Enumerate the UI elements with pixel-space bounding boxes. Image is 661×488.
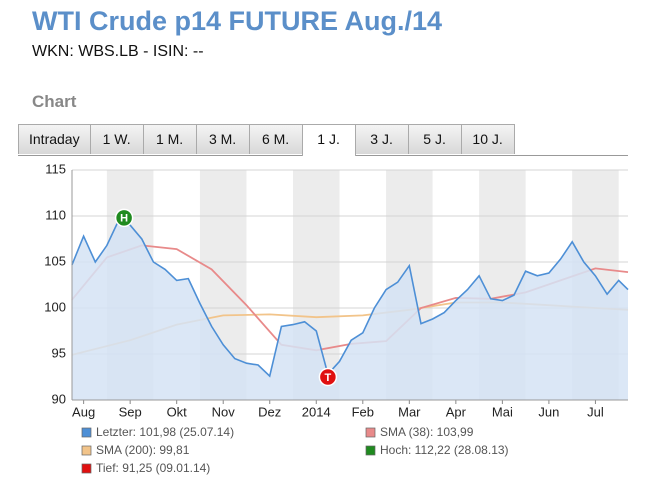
legend-label: Letzter: 101,98 (25.07.14) <box>96 425 234 439</box>
x-tick-label: Apr <box>446 404 467 419</box>
series-line <box>71 219 629 378</box>
x-tick-label: Aug <box>72 404 95 419</box>
range-tab[interactable]: 3 M. <box>195 124 250 154</box>
legend-label: SMA (38): 103,99 <box>380 425 474 439</box>
tab-bar: Intraday 1 W. 1 M. 3 M. 6 M. 1 J. 3 J. 5 J. 10 J… <box>18 124 628 156</box>
y-tick-label: 105 <box>44 253 66 268</box>
x-tick-label: Mar <box>398 404 421 419</box>
legend-swatch <box>81 427 92 438</box>
range-tab[interactable]: 1 J. <box>301 124 356 156</box>
range-tab[interactable]: 3 J. <box>354 124 409 154</box>
range-tab[interactable]: 1 M. <box>142 124 197 154</box>
range-tab[interactable]: 1 W. <box>89 124 144 154</box>
y-tick-label: 110 <box>45 207 66 222</box>
x-tick-label: Jul <box>587 404 604 419</box>
x-tick-label: Nov <box>212 404 236 419</box>
marker-label: H <box>120 213 128 225</box>
series-area <box>72 220 628 400</box>
range-tab[interactable]: Intraday <box>18 124 91 154</box>
marker-label: T <box>325 372 332 384</box>
x-tick-label: Sep <box>119 404 142 419</box>
x-tick-label: Mai <box>492 404 513 419</box>
subtitle: WKN: WBS.LB - ISIN: -- <box>32 43 204 60</box>
section-title: Chart <box>32 92 77 111</box>
range-tab[interactable]: 10 J. <box>460 124 515 154</box>
legend-label: Tief: 91,25 (09.01.14) <box>96 461 210 475</box>
y-tick-label: 90 <box>52 391 66 406</box>
x-tick-label: 2014 <box>302 404 331 419</box>
legend-label: Hoch: 112,22 (28.08.13) <box>380 443 509 457</box>
x-tick-label: Okt <box>167 404 188 419</box>
extreme-marker <box>318 367 338 387</box>
legend-label: SMA (200): 99,81 <box>96 443 190 457</box>
x-tick-label: Dez <box>258 404 281 419</box>
range-tab[interactable]: 5 J. <box>407 124 462 154</box>
chart: 90 95 100 105 110 115 Aug Sep Okt Nov Dez 2014 Feb Ma… <box>44 161 629 475</box>
range-tab[interactable]: 6 M. <box>248 124 303 154</box>
y-tick-label: 100 <box>44 299 66 314</box>
x-tick-label: Feb <box>352 404 374 419</box>
legend-swatch <box>365 445 376 456</box>
x-tick-label: Jun <box>538 404 559 419</box>
extreme-marker <box>114 208 134 228</box>
legend-swatch <box>81 445 92 456</box>
page-title: WTI Crude p14 FUTURE Aug./14 <box>32 6 443 36</box>
y-tick-label: 115 <box>45 161 66 176</box>
y-tick-label: 95 <box>52 345 66 360</box>
legend-swatch <box>365 427 376 438</box>
legend-swatch <box>81 463 92 474</box>
